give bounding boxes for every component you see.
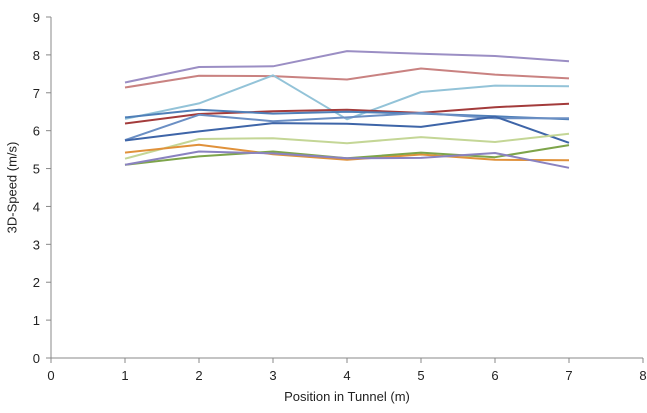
series-line-9 bbox=[124, 143, 570, 162]
series-line-7 bbox=[124, 115, 570, 144]
x-tick-label: 2 bbox=[195, 368, 202, 383]
series-line-11 bbox=[124, 150, 570, 169]
x-axis-title: Position in Tunnel (m) bbox=[284, 389, 410, 404]
series-line-2 bbox=[124, 67, 570, 89]
series-line-4 bbox=[124, 102, 570, 125]
x-tick-label: 7 bbox=[565, 368, 572, 383]
y-tick-label: 7 bbox=[33, 86, 40, 101]
series-lines bbox=[124, 50, 570, 169]
series-line-6 bbox=[124, 111, 569, 142]
x-tick-label: 0 bbox=[47, 368, 54, 383]
axes bbox=[50, 17, 643, 359]
y-tick-label: 6 bbox=[33, 124, 40, 139]
x-tick-label: 5 bbox=[417, 368, 424, 383]
series-line-3 bbox=[124, 74, 570, 121]
y-axis-title: 3D-Speed (m/s) bbox=[4, 142, 19, 234]
y-tick-label: 5 bbox=[33, 162, 40, 177]
y-tick-label: 9 bbox=[33, 10, 40, 25]
x-tick-label: 4 bbox=[343, 368, 350, 383]
x-tick-label: 3 bbox=[269, 368, 276, 383]
x-tick-label: 8 bbox=[639, 368, 646, 383]
x-tick-label: 1 bbox=[121, 368, 128, 383]
y-tick-label: 4 bbox=[33, 199, 40, 214]
y-tick-label: 1 bbox=[33, 313, 40, 328]
y-tick-label: 0 bbox=[33, 351, 40, 366]
x-tick-label: 6 bbox=[491, 368, 498, 383]
y-tick-label: 2 bbox=[33, 275, 40, 290]
y-tick-label: 3 bbox=[33, 237, 40, 252]
tick-labels: 0 1 2 3 4 5 6 7 8 0 1 2 3 4 5 6 7 8 9 bbox=[33, 10, 647, 383]
series-line-1 bbox=[124, 50, 570, 84]
y-tick-label: 8 bbox=[33, 48, 40, 63]
series-line-8 bbox=[124, 132, 570, 160]
